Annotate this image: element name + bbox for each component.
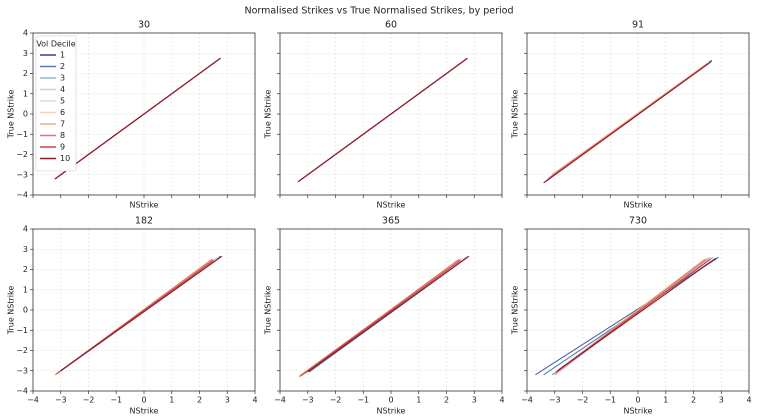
x-tick-label: 2 xyxy=(444,396,449,405)
x-axis-label: NStrike xyxy=(377,201,406,210)
y-axis-label: True NStrike xyxy=(264,286,273,336)
figure-title: Normalised Strikes vs True Normalised St… xyxy=(244,6,513,17)
x-tick-label: −4 xyxy=(274,396,286,405)
x-axis-label: NStrike xyxy=(377,407,406,416)
y-tick-label: −3 xyxy=(16,366,28,375)
y-tick-label: 4 xyxy=(23,225,28,234)
data-line xyxy=(60,255,223,372)
x-tick-label: 3 xyxy=(472,396,477,405)
x-tick-label: −1 xyxy=(110,396,122,405)
x-tick-label: 0 xyxy=(141,396,146,405)
y-axis-label: True NStrike xyxy=(511,90,520,140)
y-tick-label: 2 xyxy=(23,69,28,78)
y-tick-label: 0 xyxy=(23,110,28,119)
y-tick-label: −3 xyxy=(16,170,28,179)
x-axis-label: NStrike xyxy=(130,201,159,210)
y-tick-label: −1 xyxy=(16,326,28,335)
x-tick-label: −2 xyxy=(83,396,95,405)
y-axis-label: True NStrike xyxy=(7,286,16,336)
y-tick-label: 3 xyxy=(23,49,28,58)
data-line xyxy=(543,60,712,184)
y-tick-label: 0 xyxy=(23,306,28,315)
x-tick-label: −2 xyxy=(577,396,589,405)
y-tick-label: −1 xyxy=(16,130,28,139)
x-tick-label: 1 xyxy=(663,396,668,405)
x-tick-label: 0 xyxy=(635,396,640,405)
axes-frame xyxy=(32,228,256,392)
legend-label: 5 xyxy=(60,97,65,106)
legend-title: Vol Decile xyxy=(36,40,75,49)
axes-frame xyxy=(526,228,750,392)
axes-frame xyxy=(32,32,256,196)
subplot-title: 730 xyxy=(629,216,647,227)
legend-label: 9 xyxy=(60,143,65,152)
y-axis-label: True NStrike xyxy=(511,286,520,336)
data-line xyxy=(300,259,461,377)
x-tick-label: −3 xyxy=(302,396,314,405)
legend-label: 7 xyxy=(60,120,65,129)
subplot-title: 365 xyxy=(382,216,400,227)
y-tick-label: −2 xyxy=(16,150,28,159)
subplot-title: 30 xyxy=(138,20,150,31)
x-tick-label: 2 xyxy=(197,396,202,405)
data-line xyxy=(54,57,221,180)
subplot-title: 182 xyxy=(135,216,153,227)
x-tick-label: 1 xyxy=(169,396,174,405)
axes-frame xyxy=(526,32,750,196)
x-tick-label: −4 xyxy=(27,396,39,405)
x-tick-label: 4 xyxy=(746,396,751,405)
axes-frame xyxy=(279,32,503,196)
legend-label: 10 xyxy=(60,154,70,163)
y-axis-label: True NStrike xyxy=(7,90,16,140)
y-tick-label: −4 xyxy=(16,387,28,396)
data-line xyxy=(551,62,708,176)
x-tick-label: 4 xyxy=(252,396,257,405)
x-axis-label: NStrike xyxy=(624,201,653,210)
y-tick-label: 3 xyxy=(23,245,28,254)
x-tick-label: −3 xyxy=(549,396,561,405)
data-line xyxy=(307,255,470,373)
x-tick-label: 2 xyxy=(691,396,696,405)
y-tick-label: 1 xyxy=(23,285,28,294)
x-tick-label: −1 xyxy=(357,396,369,405)
data-line xyxy=(557,257,717,372)
x-tick-label: 3 xyxy=(719,396,724,405)
y-tick-label: 4 xyxy=(23,29,28,38)
x-axis-label: NStrike xyxy=(130,407,159,416)
legend-label: 8 xyxy=(60,131,65,140)
subplot-title: 91 xyxy=(632,20,644,31)
x-tick-label: 1 xyxy=(416,396,421,405)
x-tick-label: −3 xyxy=(55,396,67,405)
x-tick-label: 0 xyxy=(388,396,393,405)
x-tick-label: −4 xyxy=(521,396,533,405)
y-tick-label: −2 xyxy=(16,346,28,355)
axes-frame xyxy=(279,228,503,392)
y-axis-label: True NStrike xyxy=(264,90,273,140)
subplot-title: 60 xyxy=(385,20,397,31)
legend-label: 4 xyxy=(60,85,65,94)
x-tick-label: −2 xyxy=(330,396,342,405)
y-tick-label: −4 xyxy=(16,191,28,200)
legend-label: 1 xyxy=(60,51,65,60)
legend-label: 2 xyxy=(60,62,65,71)
x-axis-label: NStrike xyxy=(624,407,653,416)
x-tick-label: 4 xyxy=(499,396,504,405)
x-tick-label: −1 xyxy=(604,396,616,405)
data-line xyxy=(297,57,468,183)
x-tick-label: 3 xyxy=(225,396,230,405)
legend-box xyxy=(35,35,77,172)
y-tick-label: 1 xyxy=(23,89,28,98)
legend-label: 3 xyxy=(60,74,65,83)
legend-label: 6 xyxy=(60,108,65,117)
y-tick-label: 2 xyxy=(23,265,28,274)
